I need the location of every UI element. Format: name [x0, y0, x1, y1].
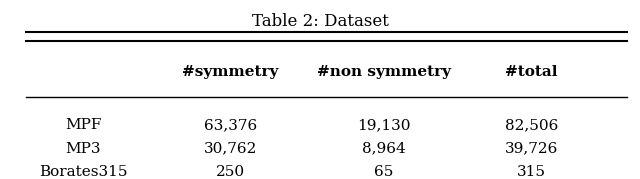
Text: MP3: MP3	[65, 142, 101, 156]
Text: #total: #total	[505, 65, 557, 79]
Text: 65: 65	[374, 165, 394, 179]
Text: Table 2: Dataset: Table 2: Dataset	[252, 13, 388, 30]
Text: 39,726: 39,726	[504, 142, 558, 156]
Text: Borates315: Borates315	[39, 165, 127, 179]
Text: 19,130: 19,130	[357, 118, 411, 132]
Text: 63,376: 63,376	[204, 118, 257, 132]
Text: 82,506: 82,506	[504, 118, 558, 132]
Text: 250: 250	[216, 165, 245, 179]
Text: 315: 315	[516, 165, 546, 179]
Text: #symmetry: #symmetry	[182, 65, 278, 79]
Text: #non symmetry: #non symmetry	[317, 65, 451, 79]
Text: MPF: MPF	[65, 118, 101, 132]
Text: 30,762: 30,762	[204, 142, 257, 156]
Text: 8,964: 8,964	[362, 142, 406, 156]
